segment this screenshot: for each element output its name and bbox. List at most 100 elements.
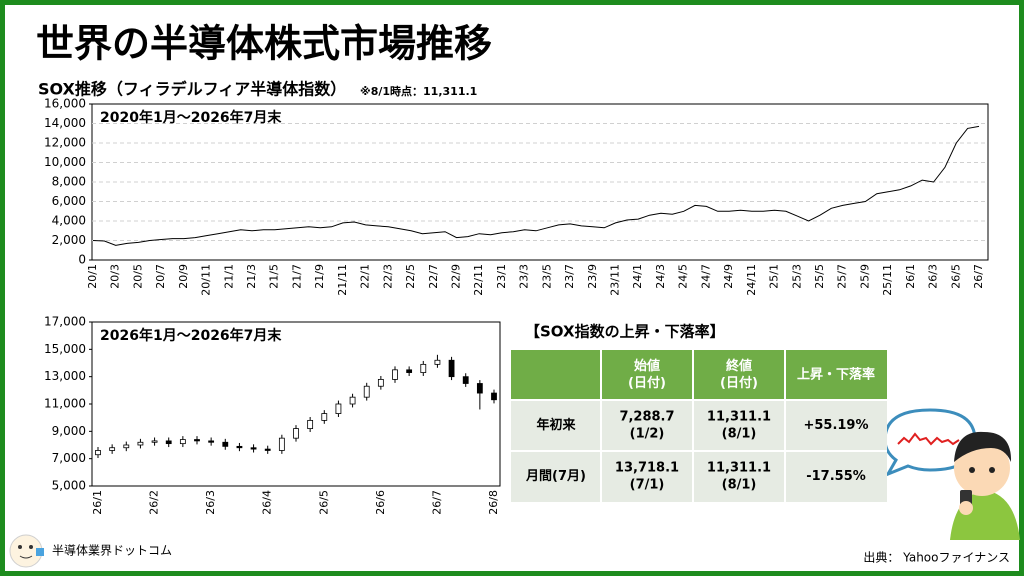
x-tick-label: 22/1 [359, 264, 372, 289]
candle-body [250, 447, 257, 450]
x-tick-label: 21/3 [245, 264, 258, 289]
title: 世界の半導体株式市場推移 [36, 22, 492, 66]
x-tick-label: 21/7 [290, 264, 303, 289]
x-tick-label: 23/11 [609, 264, 622, 296]
x-tick-label: 22/11 [472, 264, 485, 296]
x-tick-label: 21/1 [222, 264, 235, 289]
table-row-label: 年初来 [536, 417, 576, 433]
table-cell: +55.19% [803, 418, 868, 433]
x-tick-label: 23/3 [518, 264, 531, 289]
y-tick-label: 0 [78, 253, 86, 267]
table-cell: (1/2) [630, 427, 665, 442]
x-tick-label: 26/3 [204, 490, 217, 515]
y-tick-label: 6,000 [52, 194, 86, 208]
table-header-cell: 始値 [634, 358, 660, 374]
x-tick-label: 26/2 [148, 490, 161, 515]
x-tick-label: 26/4 [261, 490, 274, 515]
x-tick-label: 26/5 [317, 490, 330, 515]
y-tick-label: 11,000 [44, 397, 86, 411]
candle-body [420, 363, 427, 373]
chart-label: 2026年1月～2026年7月末 [100, 327, 282, 344]
source: 出典： Yahooファイナンス [863, 551, 1010, 565]
x-tick-label: 24/5 [677, 264, 690, 289]
candle-body [377, 378, 384, 387]
candle-body [137, 441, 144, 446]
table-cell: (8/1) [722, 478, 757, 493]
x-tick-label: 22/3 [381, 264, 394, 289]
x-tick-label: 26/3 [927, 264, 940, 289]
x-tick-label: 23/7 [563, 264, 576, 289]
table-row-bg [511, 452, 887, 502]
x-tick-label: 26/5 [949, 264, 962, 289]
table-cell: (8/1) [722, 427, 757, 442]
table-cell: (7/1) [630, 478, 665, 493]
candle-body [363, 385, 370, 398]
candle-body [165, 440, 172, 445]
candle-body [95, 450, 101, 456]
x-tick-label: 24/9 [722, 264, 735, 289]
x-tick-label: 22/5 [404, 264, 417, 289]
y-tick-label: 5,000 [52, 479, 86, 493]
candle-body [434, 359, 441, 365]
candle-body [293, 428, 299, 439]
x-tick-label: 21/5 [268, 264, 281, 289]
candle-body [151, 440, 158, 443]
logo [9, 534, 44, 568]
x-tick-label: 24/1 [631, 264, 644, 289]
candle-body [236, 445, 243, 449]
x-tick-label: 26/7 [972, 264, 985, 289]
x-tick-label: 21/9 [313, 264, 326, 289]
line [92, 125, 980, 246]
x-tick-label: 25/5 [813, 264, 826, 289]
y-tick-label: 8,000 [52, 175, 86, 189]
y-tick-label: 15,000 [44, 342, 86, 356]
x-tick-label: 25/11 [881, 264, 894, 296]
x-tick-label: 26/7 [430, 490, 443, 515]
x-tick-label: 25/9 [858, 264, 871, 289]
candle-body [307, 419, 314, 429]
x-tick-label: 24/3 [654, 264, 667, 289]
illustration [883, 408, 1020, 540]
table-header-cell: 終値 [726, 358, 752, 374]
x-tick-label: 23/1 [495, 264, 508, 289]
x-tick-label: 20/3 [109, 264, 122, 289]
table-cell: 11,311.1 [707, 410, 771, 425]
y-tick-label: 2,000 [52, 233, 86, 247]
table-cell: 11,311.1 [707, 461, 771, 476]
x-tick-label: 20/11 [200, 264, 213, 296]
plot-area [91, 321, 501, 487]
candle-body [335, 403, 342, 414]
x-tick-label: 25/7 [836, 264, 849, 289]
candle-body [406, 369, 413, 373]
candle-body [109, 447, 116, 451]
table-cell: -17.55% [806, 469, 866, 484]
candle-body [123, 444, 130, 449]
table-header-cell: (日付) [720, 375, 758, 391]
x-tick-label: 20/1 [86, 264, 99, 289]
x-tick-label: 26/6 [374, 490, 387, 515]
candle-body [208, 440, 215, 443]
candle-body [194, 439, 200, 442]
x-tick-label: 24/7 [699, 264, 712, 289]
candle-body [264, 448, 271, 451]
note: ※8/1時点：11,311.1 [360, 84, 477, 98]
x-tick-label: 26/1 [91, 490, 104, 515]
y-tick-label: 16,000 [44, 97, 86, 111]
candle-body [349, 396, 356, 405]
candle-body [321, 413, 328, 421]
y-tick-label: 4,000 [52, 214, 86, 228]
x-tick-label: 20/5 [131, 264, 144, 289]
x-tick-label: 26/1 [904, 264, 917, 289]
table-header-bg [511, 350, 887, 400]
x-tick-label: 25/1 [768, 264, 781, 289]
candle-body [278, 437, 285, 451]
candle-body [179, 439, 186, 445]
y-tick-label: 12,000 [44, 136, 86, 150]
x-tick-label: 24/11 [745, 264, 758, 296]
x-tick-label: 25/3 [790, 264, 803, 289]
table-row-bg [511, 401, 887, 451]
x-tick-label: 26/8 [487, 490, 500, 515]
table-row-label: 月間(7月) [525, 469, 586, 484]
candle-body [222, 441, 229, 447]
